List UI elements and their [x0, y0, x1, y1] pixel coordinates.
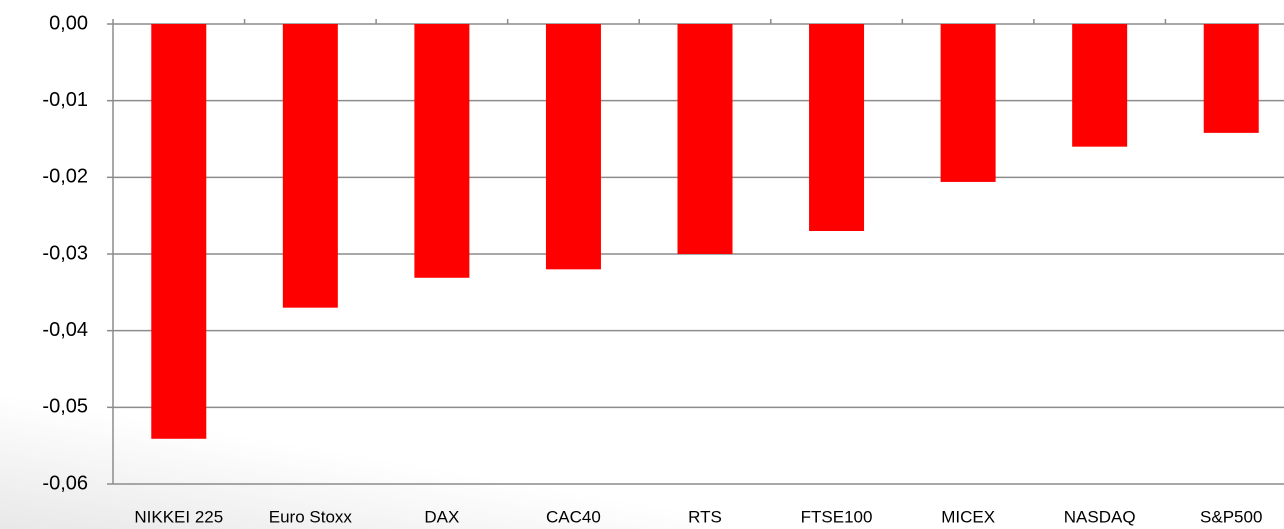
x-tick-label: RTS: [688, 507, 722, 526]
y-tick-label: -0,02: [42, 166, 88, 188]
bar: [282, 24, 338, 308]
y-tick-label: 0,00: [49, 12, 88, 34]
x-tick-label: CAC40: [546, 507, 601, 526]
x-tick-label: MICEX: [941, 507, 995, 526]
y-tick-label: -0,06: [42, 472, 88, 494]
bar: [940, 24, 996, 182]
y-tick-label: -0,01: [42, 89, 88, 111]
x-tick-label: FTSE100: [801, 507, 873, 526]
background-decoration: [0, 330, 700, 529]
x-tick-label: DAX: [424, 507, 459, 526]
x-tick-label: S&P500: [1200, 507, 1262, 526]
y-tick-label: -0,05: [42, 396, 88, 418]
x-tick-label: Euro Stoxx: [269, 507, 353, 526]
x-tick-label: NASDAQ: [1064, 507, 1136, 526]
y-tick-label: -0,04: [42, 319, 88, 341]
bar: [151, 24, 207, 439]
bar: [809, 24, 865, 231]
x-tick-label: NIKKEI 225: [134, 507, 223, 526]
bar: [414, 24, 470, 278]
bar: [1072, 24, 1128, 147]
y-tick-label: -0,03: [42, 242, 88, 264]
bar: [677, 24, 733, 254]
bar: [1203, 24, 1259, 133]
bar: [545, 24, 601, 270]
